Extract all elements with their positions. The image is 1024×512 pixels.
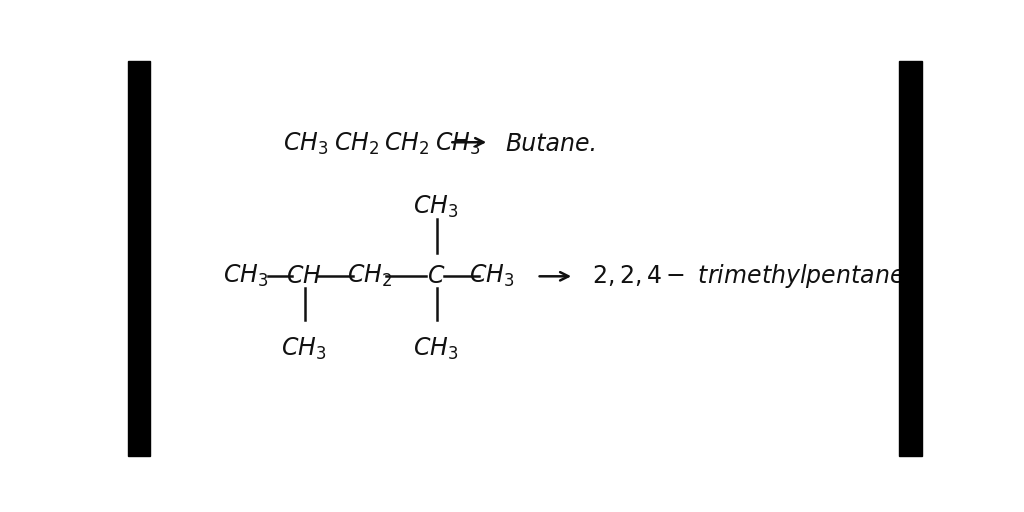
Text: $CH_2$: $CH_2$	[347, 263, 392, 289]
Text: $2,2,4-\ trimethylpentane$: $2,2,4-\ trimethylpentane$	[592, 262, 905, 290]
Bar	[899, 61, 922, 456]
Text: $CH_3$: $CH_3$	[469, 263, 514, 289]
Text: $CH_2$: $CH_2$	[334, 131, 380, 157]
Text: $CH_3$: $CH_3$	[282, 336, 327, 362]
Text: Butane.: Butane.	[505, 132, 597, 156]
Text: $CH$: $CH$	[287, 264, 322, 288]
Text: $CH_3$: $CH_3$	[283, 131, 328, 157]
Text: $CH_3$: $CH_3$	[414, 194, 459, 220]
Text: $CH_3$: $CH_3$	[435, 131, 480, 157]
Text: $CH_2$: $CH_2$	[384, 131, 429, 157]
Text: $CH_3$: $CH_3$	[414, 336, 459, 362]
Text: $C$: $C$	[427, 264, 445, 288]
Bar	[128, 61, 151, 456]
Text: $CH_3$: $CH_3$	[223, 263, 268, 289]
